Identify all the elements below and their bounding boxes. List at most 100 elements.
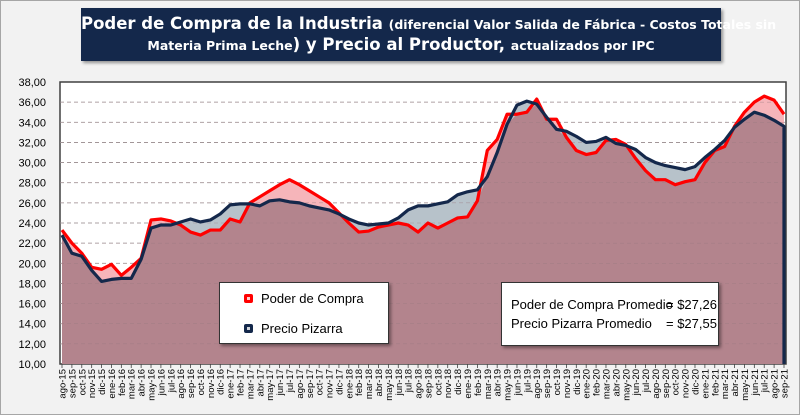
x-tick-label: feb-21 bbox=[710, 369, 721, 396]
x-tick-label: nov-17 bbox=[325, 369, 336, 398]
x-tick-label: jun-17 bbox=[275, 369, 286, 396]
x-tick-label: jun-16 bbox=[156, 369, 167, 396]
x-tick-label: nov-16 bbox=[206, 369, 217, 398]
x-tick-label: feb-20 bbox=[592, 369, 603, 396]
x-tick-label: may-21 bbox=[740, 369, 751, 401]
x-tick-label: sep-20 bbox=[661, 369, 672, 398]
x-tick-label: oct-15 bbox=[77, 369, 88, 395]
x-tick-label: oct-16 bbox=[196, 369, 207, 395]
legend-swatch-navy bbox=[244, 324, 253, 333]
average-label: Poder de Compra Promedio bbox=[511, 297, 673, 312]
y-tick-label: 18,00 bbox=[18, 278, 46, 290]
y-tick-label: 32,00 bbox=[18, 137, 46, 149]
legend-swatch-red bbox=[244, 294, 253, 303]
x-tick-label: abr-18 bbox=[374, 369, 385, 396]
y-tick-label: 38,00 bbox=[18, 77, 46, 89]
x-tick-label: jun-20 bbox=[631, 369, 642, 396]
x-tick-label: nov-15 bbox=[87, 369, 98, 398]
x-tick-label: ago-17 bbox=[295, 369, 306, 399]
x-tick-label: abr-17 bbox=[255, 369, 266, 396]
legend-item-pizarra: Precio Pizarra bbox=[244, 321, 343, 336]
x-tick-label: may-18 bbox=[384, 369, 395, 401]
average-label: Precio Pizarra Promedio bbox=[511, 316, 652, 331]
precio-pizarra-line bbox=[60, 99, 786, 364]
x-tick-label: abr-19 bbox=[493, 369, 504, 396]
y-tick-label: 10,00 bbox=[18, 359, 46, 371]
x-tick-label: may-17 bbox=[265, 369, 276, 401]
x-tick-label: jun-19 bbox=[512, 369, 523, 396]
x-tick-label: jul-20 bbox=[641, 369, 652, 393]
title-main: Poder de Compra de la Industria bbox=[81, 14, 383, 33]
x-tick-label: ene-19 bbox=[463, 369, 474, 399]
poder-de-compra-line bbox=[60, 94, 786, 277]
x-tick-label: mar-18 bbox=[364, 369, 375, 399]
x-tick-label: nov-20 bbox=[681, 369, 692, 398]
x-tick-label: abr-20 bbox=[611, 369, 622, 396]
x-tick-label: sep-16 bbox=[186, 369, 197, 398]
x-tick-label: nov-19 bbox=[562, 369, 573, 398]
x-tick-label: mar-16 bbox=[127, 369, 138, 399]
x-tick-label: oct-20 bbox=[671, 369, 682, 395]
legend: Poder de Compra Precio Pizarra bbox=[219, 282, 389, 344]
x-tick-label: jul-17 bbox=[285, 369, 296, 393]
x-tick-label: dic-17 bbox=[334, 369, 345, 395]
y-tick-label: 34,00 bbox=[18, 117, 46, 129]
x-tick-label: ene-21 bbox=[700, 369, 711, 399]
x-tick-label: mar-19 bbox=[483, 369, 494, 399]
average-row: Poder de Compra Promedio = $27,26 bbox=[511, 297, 717, 312]
x-tick-label: feb-19 bbox=[473, 369, 484, 396]
title-suffix: actualizados por IPC bbox=[510, 38, 655, 53]
x-tick-label: dic-16 bbox=[216, 369, 227, 395]
legend-item-poder: Poder de Compra bbox=[244, 291, 364, 306]
x-tick-label: ago-21 bbox=[770, 369, 781, 399]
x-tick-label: dic-18 bbox=[453, 369, 464, 395]
title-paren: (diferencial Valor Salida de Fábrica - C… bbox=[388, 17, 777, 32]
x-tick-label: jun-21 bbox=[750, 369, 761, 396]
x-tick-label: jul-19 bbox=[522, 369, 533, 393]
averages-box: Poder de Compra Promedio = $27,26 Precio … bbox=[501, 282, 719, 346]
x-tick-label: jul-18 bbox=[404, 369, 415, 393]
x-tick-label: dic-20 bbox=[690, 369, 701, 395]
y-tick-label: 24,00 bbox=[18, 218, 46, 230]
x-tick-label: ago-16 bbox=[176, 369, 187, 399]
y-tick-label: 20,00 bbox=[18, 258, 46, 270]
x-tick-label: feb-18 bbox=[354, 369, 365, 396]
x-tick-label: feb-17 bbox=[236, 369, 247, 396]
x-tick-label: dic-15 bbox=[97, 369, 108, 395]
x-tick-label: sep-19 bbox=[542, 369, 553, 398]
x-tick-label: abr-16 bbox=[137, 369, 148, 396]
x-tick-label: ago-20 bbox=[651, 369, 662, 399]
title-rest: ) y Precio al Productor, bbox=[292, 35, 506, 54]
x-tick-label: ago-19 bbox=[532, 369, 543, 399]
x-tick-label: jul-21 bbox=[760, 369, 771, 393]
x-tick-label: feb-16 bbox=[117, 369, 128, 396]
x-tick-label: oct-18 bbox=[433, 369, 444, 395]
y-tick-label: 12,00 bbox=[18, 339, 46, 351]
x-tick-label: jul-16 bbox=[166, 369, 177, 393]
x-tick-label: oct-19 bbox=[552, 369, 563, 395]
x-tick-label: oct-17 bbox=[315, 369, 326, 395]
x-tick-label: sep-21 bbox=[780, 369, 791, 398]
chart-title: Poder de Compra de la Industria (diferen… bbox=[81, 8, 776, 61]
average-value: = $27,26 bbox=[666, 297, 717, 312]
y-tick-label: 30,00 bbox=[18, 158, 46, 170]
x-tick-label: ago-15 bbox=[58, 369, 69, 399]
x-tick-label: ene-16 bbox=[107, 369, 118, 399]
x-tick-label: ene-18 bbox=[344, 369, 355, 399]
x-tick-label: ene-20 bbox=[582, 369, 593, 399]
x-tick-label: ago-18 bbox=[414, 369, 425, 399]
average-row: Precio Pizarra Promedio = $27,55 bbox=[511, 316, 717, 331]
y-tick-label: 26,00 bbox=[18, 198, 46, 210]
x-tick-label: sep-18 bbox=[423, 369, 434, 398]
title-paren-2: Materia Prima Leche bbox=[147, 38, 293, 53]
x-tick-label: mar-17 bbox=[245, 369, 256, 399]
y-tick-label: 36,00 bbox=[18, 97, 46, 109]
x-tick-label: may-20 bbox=[621, 369, 632, 401]
y-tick-label: 16,00 bbox=[18, 299, 46, 311]
x-tick-label: ene-17 bbox=[226, 369, 237, 399]
x-tick-label: sep-17 bbox=[305, 369, 316, 398]
x-tick-label: jun-18 bbox=[394, 369, 405, 396]
x-tick-label: may-16 bbox=[147, 369, 158, 401]
average-value: = $27,55 bbox=[666, 316, 717, 331]
